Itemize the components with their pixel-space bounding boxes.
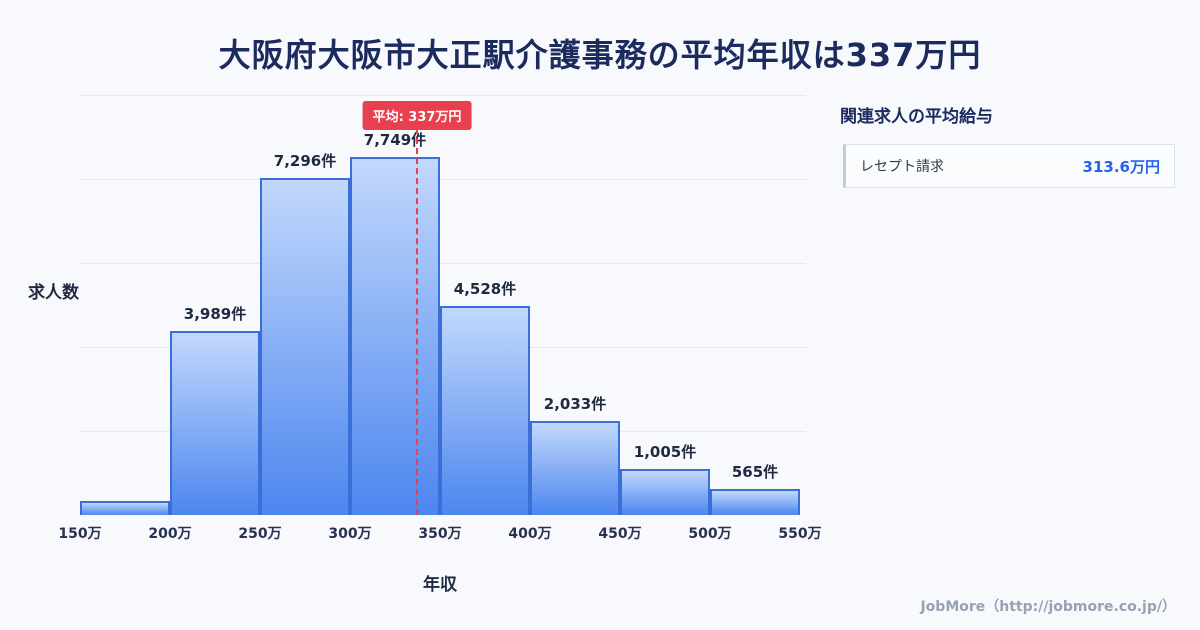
- histogram-bar: [260, 178, 350, 515]
- related-job-item: レセプト請求 313.6万円: [843, 144, 1175, 188]
- bar-value-label: 565件: [731, 463, 779, 481]
- bar-value-label: 7,296件: [273, 152, 337, 170]
- average-line: [416, 128, 418, 515]
- x-tick-label: 200万: [148, 526, 192, 542]
- histogram-bar: [350, 157, 440, 515]
- x-tick-label: 150万: [58, 526, 102, 542]
- bar-value-label: 4,528件: [453, 280, 517, 298]
- gridline: [80, 179, 806, 180]
- y-axis-label: 求人数: [28, 283, 79, 303]
- page-title: 大阪府大阪市大正駅介護事務の平均年収は337万円: [218, 36, 982, 74]
- bar-value-label: 3,989件: [183, 305, 247, 323]
- x-tick-label: 450万: [598, 526, 642, 542]
- bar-value-label: 7,749件: [363, 131, 427, 149]
- x-tick-label: 300万: [328, 526, 372, 542]
- x-tick-label: 550万: [778, 526, 822, 542]
- gridline: [80, 95, 806, 96]
- histogram-bar: [710, 489, 800, 515]
- histogram-bar: [530, 421, 620, 515]
- x-tick-label: 250万: [238, 526, 282, 542]
- related-job-label: レセプト請求: [860, 159, 944, 175]
- x-tick-label: 350万: [418, 526, 462, 542]
- footer-credit: JobMore（http://jobmore.co.jp/）: [920, 599, 1176, 615]
- x-tick-label: 500万: [688, 526, 732, 542]
- histogram-bar: [170, 331, 260, 515]
- plot-area: 3,989件 7,296件 7,749件 4,528件 2,033件 1,005件 565件…: [58, 95, 822, 542]
- histogram-bar: [80, 501, 170, 515]
- side-panel-heading: 関連求人の平均給与: [840, 107, 993, 127]
- x-axis-label: 年収: [423, 575, 457, 595]
- bar-value-label: 1,005件: [633, 443, 697, 461]
- gridline: [80, 263, 806, 264]
- x-tick-label: 400万: [508, 526, 552, 542]
- bar-value-label: 2,033件: [543, 395, 607, 413]
- average-badge: 平均: 337万円: [362, 101, 472, 130]
- histogram-bar: [440, 306, 530, 515]
- histogram-bar: [620, 469, 710, 515]
- related-job-value: 313.6万円: [1082, 157, 1160, 176]
